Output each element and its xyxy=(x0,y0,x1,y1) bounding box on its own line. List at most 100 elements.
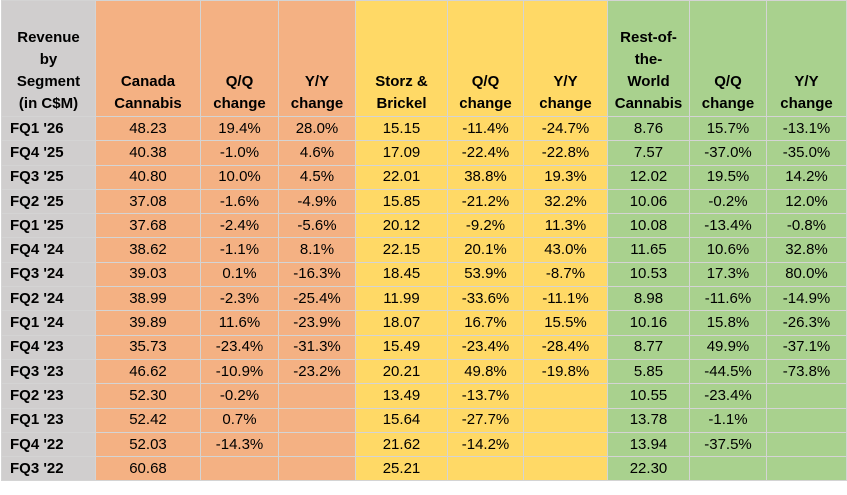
header-line: change xyxy=(780,95,833,112)
table-row: FQ4 '24 38.62 -1.1% 8.1% 22.15 20.1% 43.0% 11.6… xyxy=(1,237,847,263)
cell-rest-of-world-cannabis: 10.08 xyxy=(607,213,690,239)
table-row: FQ1 '23 52.42 0.7% 15.64 -27.7% 13.78 -1.1% xyxy=(1,407,847,433)
cell-storz-yy-change: 19.3% xyxy=(523,164,608,190)
cell-storz-brickel: 20.21 xyxy=(355,358,448,385)
cell-canada-yy-change: -5.6% xyxy=(278,213,356,239)
cell-canada-cannabis: 40.38 xyxy=(95,140,201,166)
cell-row-qq-change: -13.4% xyxy=(689,213,767,239)
cell-canada-qq-change: 19.4% xyxy=(200,115,279,142)
cell-canada-yy-change xyxy=(278,456,356,482)
cell-canada-yy-change: -23.9% xyxy=(278,310,356,336)
table-row: FQ1 '26 48.23 19.4% 28.0% 15.15 -11.4% -24.7% 8… xyxy=(1,115,847,142)
cell-quarter: FQ1 '26 xyxy=(1,115,96,142)
cell-rest-of-world-cannabis: 8.98 xyxy=(607,286,690,312)
cell-canada-yy-change: 28.0% xyxy=(278,115,356,142)
cell-rest-of-world-cannabis: 10.06 xyxy=(607,188,690,215)
cell-canada-yy-change: -23.2% xyxy=(278,358,356,385)
cell-quarter: FQ4 '24 xyxy=(1,237,96,263)
cell-row-qq-change: -11.6% xyxy=(689,286,767,312)
cell-canada-cannabis: 38.99 xyxy=(95,286,201,312)
header-row-yy-change: Y/Y change xyxy=(766,0,847,117)
cell-row-yy-change: -73.8% xyxy=(766,358,847,385)
cell-row-yy-change: -35.0% xyxy=(766,140,847,166)
cell-canada-cannabis: 52.03 xyxy=(95,431,201,458)
cell-storz-yy-change: -22.8% xyxy=(523,140,608,166)
header-line: Canada xyxy=(120,73,176,90)
cell-quarter: FQ1 '23 xyxy=(1,407,96,433)
header-line: Revenue xyxy=(17,29,80,46)
cell-storz-brickel: 13.49 xyxy=(355,383,448,409)
cell-rest-of-world-cannabis: 11.65 xyxy=(607,237,690,263)
cell-storz-qq-change: 49.8% xyxy=(447,358,524,385)
header-row-qq-change: Q/Q change xyxy=(689,0,767,117)
cell-row-qq-change: 10.6% xyxy=(689,237,767,263)
cell-storz-yy-change xyxy=(523,383,608,409)
cell-storz-brickel: 25.21 xyxy=(355,456,448,482)
header-storz-qq-change: Q/Q change xyxy=(447,0,524,117)
cell-quarter: FQ3 '24 xyxy=(1,261,96,288)
cell-canada-qq-change: -14.3% xyxy=(200,431,279,458)
cell-quarter: FQ2 '24 xyxy=(1,286,96,312)
cell-storz-brickel: 21.62 xyxy=(355,431,448,458)
cell-canada-qq-change: 10.0% xyxy=(200,164,279,190)
header-line: change xyxy=(701,95,755,112)
cell-rest-of-world-cannabis: 5.85 xyxy=(607,358,690,385)
cell-row-yy-change xyxy=(766,407,847,433)
cell-canada-cannabis: 37.68 xyxy=(95,213,201,239)
cell-storz-brickel: 15.64 xyxy=(355,407,448,433)
cell-storz-qq-change: -33.6% xyxy=(447,286,524,312)
cell-row-yy-change: -26.3% xyxy=(766,310,847,336)
cell-row-yy-change xyxy=(766,383,847,409)
header-line: Y/Y xyxy=(794,73,819,90)
header-line: (in C$M) xyxy=(18,95,79,112)
cell-storz-brickel: 18.45 xyxy=(355,261,448,288)
header-line: Segment xyxy=(16,73,81,90)
cell-storz-brickel: 22.15 xyxy=(355,237,448,263)
cell-row-qq-change: -37.5% xyxy=(689,431,767,458)
cell-rest-of-world-cannabis: 22.30 xyxy=(607,456,690,482)
table-row: FQ2 '24 38.99 -2.3% -25.4% 11.99 -33.6% -11.1%… xyxy=(1,286,847,312)
revenue-by-segment-table: Revenue by Segment (in C$M) Canada Cannabis Q/… xyxy=(1,0,847,482)
cell-storz-yy-change xyxy=(523,456,608,482)
cell-storz-yy-change xyxy=(523,407,608,433)
cell-canada-cannabis: 39.03 xyxy=(95,261,201,288)
cell-row-yy-change: -0.8% xyxy=(766,213,847,239)
cell-row-yy-change xyxy=(766,456,847,482)
cell-storz-brickel: 20.12 xyxy=(355,213,448,239)
cell-rest-of-world-cannabis: 13.94 xyxy=(607,431,690,458)
cell-row-qq-change: 49.9% xyxy=(689,334,767,360)
cell-canada-qq-change: 0.1% xyxy=(200,261,279,288)
table-body: FQ1 '26 48.23 19.4% 28.0% 15.15 -11.4% -24.7% 8… xyxy=(1,115,847,482)
cell-canada-cannabis: 48.23 xyxy=(95,115,201,142)
table-row: FQ4 '25 40.38 -1.0% 4.6% 17.09 -22.4% -22.8% 7.… xyxy=(1,140,847,166)
cell-canada-cannabis: 39.89 xyxy=(95,310,201,336)
cell-canada-cannabis: 46.62 xyxy=(95,358,201,385)
cell-row-yy-change: -14.9% xyxy=(766,286,847,312)
header-line: change xyxy=(213,95,266,112)
cell-quarter: FQ4 '23 xyxy=(1,334,96,360)
cell-canada-yy-change: 8.1% xyxy=(278,237,356,263)
cell-storz-brickel: 15.49 xyxy=(355,334,448,360)
cell-row-yy-change: -13.1% xyxy=(766,115,847,142)
cell-canada-yy-change: 4.5% xyxy=(278,164,356,190)
table-row: FQ2 '23 52.30 -0.2% 13.49 -13.7% 10.55 -23.4% xyxy=(1,383,847,409)
header-storz-brickel: Storz & Brickel xyxy=(355,0,448,117)
cell-canada-yy-change xyxy=(278,407,356,433)
header-line: Rest-of- xyxy=(620,29,677,46)
cell-canada-qq-change xyxy=(200,456,279,482)
header-line: Storz & xyxy=(375,73,428,90)
cell-row-qq-change: -23.4% xyxy=(689,383,767,409)
cell-storz-yy-change: 43.0% xyxy=(523,237,608,263)
cell-quarter: FQ4 '25 xyxy=(1,140,96,166)
cell-quarter: FQ2 '23 xyxy=(1,383,96,409)
header-canada-qq-change: Q/Q change xyxy=(200,0,279,117)
header-line: by xyxy=(39,51,58,68)
cell-canada-cannabis: 52.30 xyxy=(95,383,201,409)
header-line: World xyxy=(627,73,670,90)
cell-row-yy-change xyxy=(766,431,847,458)
cell-quarter: FQ1 '25 xyxy=(1,213,96,239)
cell-canada-qq-change: -1.0% xyxy=(200,140,279,166)
cell-storz-brickel: 22.01 xyxy=(355,164,448,190)
cell-storz-qq-change: -23.4% xyxy=(447,334,524,360)
cell-storz-qq-change: -14.2% xyxy=(447,431,524,458)
